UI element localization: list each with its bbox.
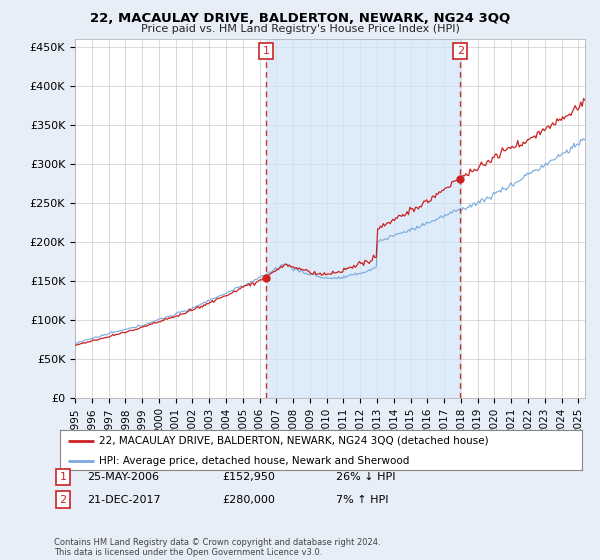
Text: 22, MACAULAY DRIVE, BALDERTON, NEWARK, NG24 3QQ: 22, MACAULAY DRIVE, BALDERTON, NEWARK, N…	[90, 12, 510, 25]
Text: 2: 2	[59, 494, 67, 505]
Text: HPI: Average price, detached house, Newark and Sherwood: HPI: Average price, detached house, Newa…	[99, 456, 410, 466]
Text: £152,950: £152,950	[222, 472, 275, 482]
Text: 2: 2	[457, 46, 464, 56]
Text: 1: 1	[262, 46, 269, 56]
Text: 21-DEC-2017: 21-DEC-2017	[87, 494, 161, 505]
Text: £280,000: £280,000	[222, 494, 275, 505]
Text: Contains HM Land Registry data © Crown copyright and database right 2024.
This d: Contains HM Land Registry data © Crown c…	[54, 538, 380, 557]
Text: 25-MAY-2006: 25-MAY-2006	[87, 472, 159, 482]
Text: 7% ↑ HPI: 7% ↑ HPI	[336, 494, 389, 505]
Text: Price paid vs. HM Land Registry's House Price Index (HPI): Price paid vs. HM Land Registry's House …	[140, 24, 460, 34]
Text: 1: 1	[59, 472, 67, 482]
Text: 22, MACAULAY DRIVE, BALDERTON, NEWARK, NG24 3QQ (detached house): 22, MACAULAY DRIVE, BALDERTON, NEWARK, N…	[99, 436, 489, 446]
Text: 26% ↓ HPI: 26% ↓ HPI	[336, 472, 395, 482]
Bar	[266, 39, 460, 398]
